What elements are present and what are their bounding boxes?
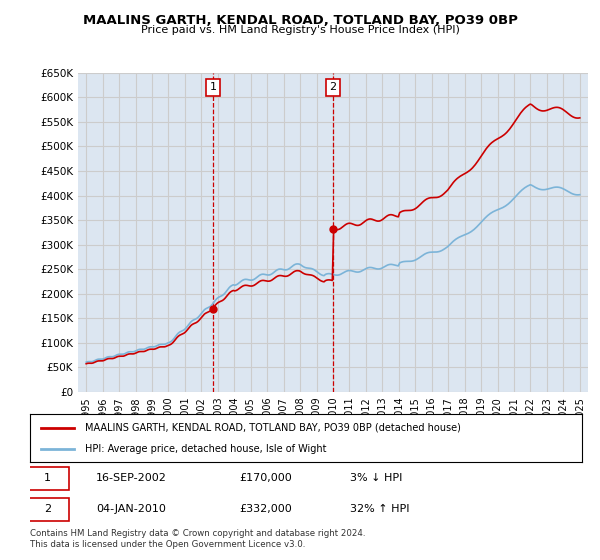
Text: MAALINS GARTH, KENDAL ROAD, TOTLAND BAY, PO39 0BP: MAALINS GARTH, KENDAL ROAD, TOTLAND BAY,… [83,14,517,27]
Text: £332,000: £332,000 [240,504,293,514]
Text: 1: 1 [210,82,217,92]
Text: 1: 1 [44,473,51,483]
Text: 3% ↓ HPI: 3% ↓ HPI [350,473,403,483]
Text: Price paid vs. HM Land Registry's House Price Index (HPI): Price paid vs. HM Land Registry's House … [140,25,460,35]
FancyBboxPatch shape [27,466,68,490]
Text: 2: 2 [329,82,337,92]
Text: MAALINS GARTH, KENDAL ROAD, TOTLAND BAY, PO39 0BP (detached house): MAALINS GARTH, KENDAL ROAD, TOTLAND BAY,… [85,423,461,433]
Text: 04-JAN-2010: 04-JAN-2010 [96,504,166,514]
Text: £170,000: £170,000 [240,473,293,483]
Text: 2: 2 [44,504,51,514]
Text: Contains HM Land Registry data © Crown copyright and database right 2024.
This d: Contains HM Land Registry data © Crown c… [30,529,365,549]
Text: HPI: Average price, detached house, Isle of Wight: HPI: Average price, detached house, Isle… [85,444,326,454]
Text: 32% ↑ HPI: 32% ↑ HPI [350,504,410,514]
Text: 16-SEP-2002: 16-SEP-2002 [96,473,167,483]
FancyBboxPatch shape [27,498,68,521]
